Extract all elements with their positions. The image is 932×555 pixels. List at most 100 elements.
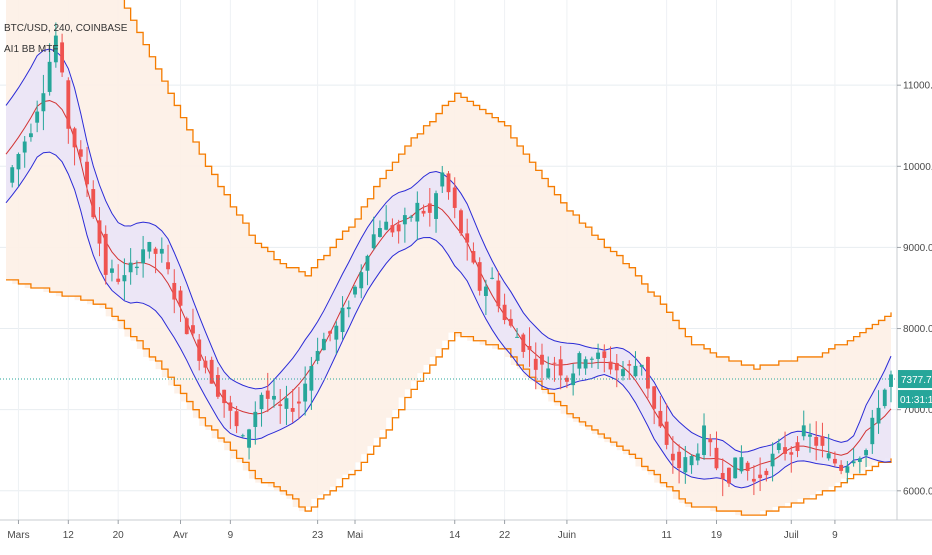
candle-body	[53, 35, 58, 63]
candle-body	[197, 339, 202, 361]
candle-body	[191, 325, 195, 334]
candle-body	[857, 458, 862, 462]
candle-body	[353, 286, 357, 295]
candle-body	[35, 111, 40, 123]
candle-body	[41, 93, 46, 112]
time-tick-label: 20	[113, 530, 125, 541]
candles	[10, 22, 893, 497]
candle-body	[371, 234, 376, 249]
candle-body	[247, 429, 251, 448]
candle-body	[808, 434, 812, 437]
candle-body	[16, 154, 21, 170]
candle-body	[390, 225, 395, 233]
candle-body	[265, 390, 270, 399]
candle-body	[465, 233, 470, 243]
candle-body	[315, 350, 320, 361]
candle-body	[502, 304, 507, 321]
candle-body	[664, 421, 669, 445]
last-price-badge	[898, 370, 932, 389]
inner-band-fill	[6, 49, 891, 488]
candle-body	[658, 410, 663, 427]
candle-body	[259, 394, 264, 410]
time-tick-label: 11	[661, 530, 672, 541]
time-tick-label: Juil	[784, 530, 799, 541]
candle-body	[222, 389, 227, 404]
candle-body	[85, 161, 89, 185]
candle-body	[540, 354, 544, 365]
candle-body	[608, 361, 613, 370]
countdown-badge	[898, 390, 932, 409]
candle-body	[708, 438, 713, 443]
candle-body	[496, 280, 501, 307]
candle-body	[695, 453, 700, 461]
candle-body	[97, 220, 102, 244]
candle-body	[652, 386, 657, 409]
candle-body	[359, 272, 364, 289]
candle-body	[66, 80, 71, 129]
candle-body	[552, 362, 557, 364]
candle-body	[228, 402, 233, 411]
last-price-label: 7377.71	[901, 375, 932, 386]
candle-body	[272, 395, 276, 400]
candle-body	[346, 307, 351, 310]
candle-body	[882, 389, 887, 407]
candle-body	[758, 474, 763, 479]
time-tick-label: 9	[832, 530, 838, 541]
time-tick-label: 12	[63, 530, 75, 541]
candle-body	[72, 128, 77, 148]
candle-body	[184, 318, 189, 335]
candle-body	[814, 436, 819, 446]
price-tick-label: 8000.00	[903, 324, 932, 335]
candle-body	[646, 356, 650, 389]
indicator-legend[interactable]: AI1 BB MTF	[4, 44, 59, 55]
time-tick-label: Avr	[173, 530, 188, 541]
candle-body	[365, 255, 370, 271]
candle-body	[159, 248, 164, 254]
candle-body	[172, 282, 177, 300]
candle-body	[864, 450, 869, 456]
inner-band-lower	[5, 151, 892, 489]
candle-body	[409, 216, 414, 218]
candle-body	[515, 336, 519, 338]
countdown-label: 01:31:18	[900, 395, 932, 406]
candle-body	[134, 266, 139, 269]
candle-body	[103, 233, 108, 275]
candle-body	[633, 365, 638, 377]
candle-body	[384, 221, 389, 230]
candle-body	[296, 401, 301, 404]
time-tick-label: Mars	[7, 530, 29, 541]
candle-body	[720, 472, 725, 480]
candle-body	[876, 407, 881, 424]
candle-body	[533, 358, 538, 370]
price-tick-label: 9000.00	[903, 243, 932, 254]
candle-body	[203, 360, 208, 368]
candle-body	[839, 464, 844, 471]
candle-body	[471, 251, 476, 263]
candle-body	[702, 425, 706, 456]
outer-band-lower	[6, 279, 892, 516]
time-tick-label: 22	[499, 530, 511, 541]
candle-body	[627, 364, 632, 366]
candle-body	[402, 215, 407, 225]
outer-band-upper	[123, 0, 892, 370]
candle-body	[596, 352, 601, 359]
candle-body	[122, 275, 127, 282]
candle-body	[396, 224, 401, 232]
candle-body	[583, 359, 588, 369]
candle-body	[490, 277, 495, 279]
candle-body	[677, 451, 682, 468]
candle-body	[801, 425, 806, 437]
inner-band-area	[6, 49, 891, 488]
candle-body	[845, 466, 850, 473]
candle-body	[452, 187, 457, 208]
candle-body	[546, 368, 551, 378]
candle-body	[22, 141, 27, 153]
candle-body	[689, 456, 694, 466]
candle-body	[47, 61, 52, 92]
candle-body	[870, 417, 875, 445]
symbol-legend[interactable]: BTC/USD, 240, COINBASE	[4, 23, 128, 34]
time-tick-label: 23	[312, 530, 324, 541]
candle-body	[889, 374, 893, 387]
